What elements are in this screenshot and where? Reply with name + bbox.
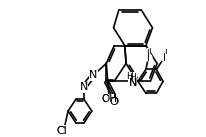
Text: Cl: Cl: [57, 126, 66, 136]
Text: OH: OH: [101, 94, 116, 104]
Circle shape: [161, 54, 168, 61]
Text: N: N: [80, 82, 88, 92]
Text: Cl: Cl: [56, 126, 67, 136]
Text: H: H: [129, 73, 136, 82]
Text: N: N: [89, 70, 97, 80]
Text: O: O: [110, 97, 119, 107]
Circle shape: [59, 128, 64, 134]
Circle shape: [106, 96, 112, 102]
Text: N: N: [80, 82, 88, 92]
Circle shape: [81, 84, 87, 90]
Circle shape: [130, 80, 136, 86]
Text: N: N: [129, 78, 137, 88]
Text: I: I: [164, 49, 167, 58]
Text: N: N: [89, 70, 97, 80]
Text: I: I: [147, 52, 150, 62]
Circle shape: [111, 99, 117, 105]
Circle shape: [130, 80, 136, 86]
Text: N: N: [129, 78, 137, 88]
Text: H: H: [126, 72, 133, 81]
Text: I: I: [146, 49, 149, 58]
Circle shape: [90, 72, 96, 78]
Text: OH: OH: [101, 94, 117, 104]
Text: O: O: [110, 97, 118, 107]
Text: N: N: [129, 78, 137, 88]
Circle shape: [145, 54, 152, 61]
Text: I: I: [148, 48, 150, 57]
Text: I: I: [163, 52, 166, 62]
